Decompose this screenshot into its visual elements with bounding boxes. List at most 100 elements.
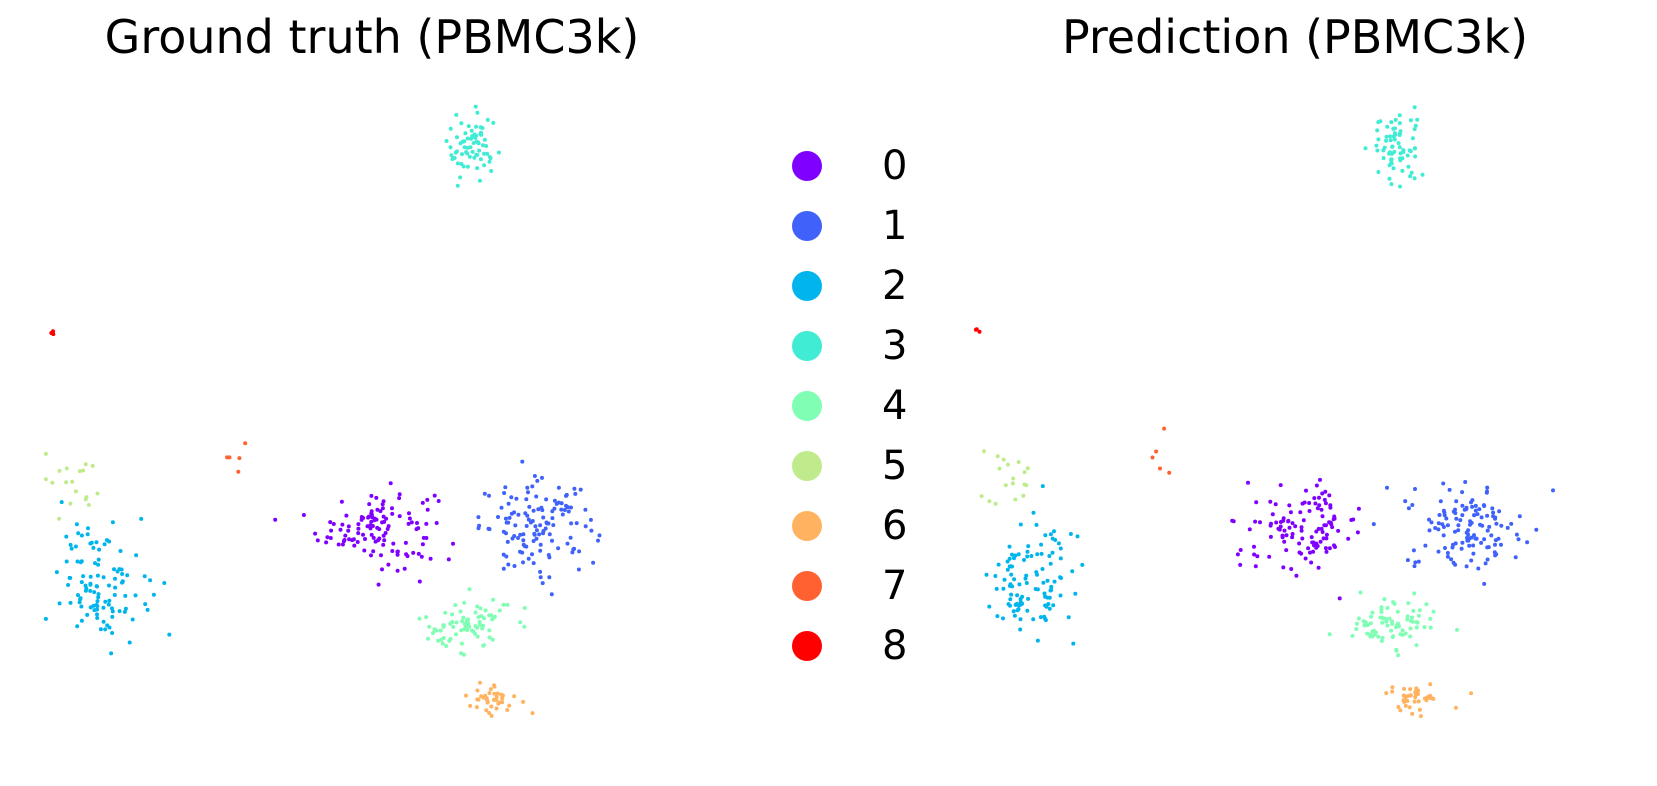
cell-point-cluster-4 xyxy=(1365,622,1370,627)
cell-point-cluster-2 xyxy=(1010,552,1014,557)
cell-point-cluster-2 xyxy=(1034,522,1039,527)
cell-point-cluster-1 xyxy=(1479,515,1484,520)
cell-point-cluster-4 xyxy=(1392,601,1397,606)
cell-point-cluster-1 xyxy=(572,486,577,491)
cell-point-cluster-0 xyxy=(1247,527,1252,532)
cell-point-cluster-1 xyxy=(1451,509,1456,514)
cell-point-cluster-3 xyxy=(1374,143,1379,148)
cell-point-cluster-8 xyxy=(974,327,979,332)
cell-point-cluster-1 xyxy=(1472,513,1477,518)
cell-point-cluster-5 xyxy=(1011,476,1016,481)
cell-point-cluster-4 xyxy=(1397,624,1401,629)
legend-label-3: 3 xyxy=(882,323,907,369)
cell-point-cluster-0 xyxy=(340,522,345,527)
cell-point-cluster-3 xyxy=(455,161,460,166)
cell-point-cluster-4 xyxy=(477,619,482,624)
cell-point-cluster-2 xyxy=(1034,570,1039,575)
cell-point-cluster-5 xyxy=(64,480,69,485)
cell-point-cluster-2 xyxy=(134,553,139,558)
cell-point-cluster-3 xyxy=(482,137,487,142)
cell-point-cluster-0 xyxy=(1318,477,1322,482)
cell-point-cluster-3 xyxy=(487,159,492,164)
cell-point-cluster-2 xyxy=(1048,532,1053,537)
cell-point-cluster-2 xyxy=(96,557,101,562)
cell-point-cluster-4 xyxy=(438,628,443,633)
cell-point-cluster-0 xyxy=(1238,562,1243,567)
cell-point-cluster-1 xyxy=(1517,514,1522,519)
cell-point-cluster-0 xyxy=(380,567,384,572)
cell-point-cluster-0 xyxy=(1274,520,1279,525)
legend-marker-8 xyxy=(792,631,822,661)
cell-point-cluster-1 xyxy=(1483,561,1488,566)
cell-point-cluster-1 xyxy=(482,491,487,496)
cell-point-cluster-2 xyxy=(1056,541,1061,546)
cell-point-cluster-2 xyxy=(1031,510,1036,515)
cell-point-cluster-1 xyxy=(1505,525,1510,530)
cell-point-cluster-0 xyxy=(1346,536,1351,541)
cell-point-cluster-4 xyxy=(443,610,448,615)
cell-point-cluster-0 xyxy=(1330,525,1335,530)
cell-point-cluster-3 xyxy=(1412,176,1417,181)
cell-point-cluster-2 xyxy=(1047,595,1052,600)
cell-point-cluster-0 xyxy=(347,537,352,542)
cell-point-cluster-6 xyxy=(500,696,505,701)
cell-point-cluster-2 xyxy=(1022,558,1026,562)
cell-point-cluster-2 xyxy=(993,574,998,578)
cell-point-cluster-1 xyxy=(507,515,512,520)
cell-point-cluster-2 xyxy=(68,600,73,605)
cell-point-cluster-0 xyxy=(331,522,336,526)
cell-point-cluster-2 xyxy=(1012,613,1017,618)
cell-point-cluster-7 xyxy=(1162,426,1167,431)
cell-point-cluster-1 xyxy=(503,485,508,490)
cell-point-cluster-4 xyxy=(461,615,466,620)
cell-point-cluster-0 xyxy=(390,549,395,553)
cell-point-cluster-6 xyxy=(1425,695,1430,700)
scatter-panel-ground-truth xyxy=(43,104,602,718)
cell-point-cluster-0 xyxy=(1317,495,1321,500)
cell-point-cluster-2 xyxy=(1050,550,1055,555)
cell-point-cluster-1 xyxy=(1456,528,1461,533)
cell-point-cluster-2 xyxy=(1023,576,1028,581)
cell-point-cluster-0 xyxy=(1273,502,1278,507)
cell-point-cluster-1 xyxy=(1437,513,1442,517)
cell-point-cluster-1 xyxy=(1485,545,1490,550)
cell-point-cluster-2 xyxy=(1052,579,1057,584)
cell-point-cluster-4 xyxy=(1431,609,1436,614)
cell-point-cluster-3 xyxy=(1412,146,1417,151)
cell-point-cluster-4 xyxy=(1395,609,1400,614)
cell-point-cluster-5 xyxy=(86,503,91,507)
cell-point-cluster-3 xyxy=(1392,126,1397,131)
cell-point-cluster-4 xyxy=(417,616,422,621)
cell-point-cluster-0 xyxy=(424,521,429,526)
cell-point-cluster-2 xyxy=(93,561,97,566)
cell-point-cluster-6 xyxy=(1412,699,1417,704)
cell-point-cluster-4 xyxy=(1379,607,1384,612)
cell-point-cluster-3 xyxy=(1389,161,1394,166)
cell-point-cluster-0 xyxy=(420,542,425,547)
cell-point-cluster-3 xyxy=(1376,137,1381,142)
cell-point-cluster-1 xyxy=(564,493,568,498)
cell-point-cluster-2 xyxy=(1001,616,1005,621)
cell-point-cluster-1 xyxy=(1497,509,1502,514)
cell-point-cluster-1 xyxy=(1423,543,1428,548)
cell-point-cluster-2 xyxy=(1011,609,1016,614)
cell-point-cluster-5 xyxy=(1010,481,1015,486)
cell-point-cluster-4 xyxy=(454,632,458,637)
cell-point-cluster-0 xyxy=(416,526,421,531)
cell-point-cluster-3 xyxy=(1376,120,1381,125)
cell-point-cluster-1 xyxy=(1460,490,1465,495)
cell-point-cluster-0 xyxy=(1287,525,1292,530)
cell-point-cluster-2 xyxy=(84,586,89,591)
cell-point-cluster-1 xyxy=(1485,489,1489,494)
cell-point-cluster-4 xyxy=(501,602,506,607)
cell-point-cluster-0 xyxy=(417,579,422,584)
cell-point-cluster-3 xyxy=(1412,105,1417,110)
cell-point-cluster-1 xyxy=(476,515,481,520)
cell-point-cluster-1 xyxy=(1413,560,1418,565)
cell-point-cluster-0 xyxy=(356,522,361,527)
cell-point-cluster-5 xyxy=(1022,482,1027,487)
cell-point-cluster-0 xyxy=(1294,573,1299,578)
cell-point-cluster-1 xyxy=(1466,538,1471,543)
cell-point-cluster-1 xyxy=(1456,523,1461,528)
cell-point-cluster-1 xyxy=(516,536,520,540)
